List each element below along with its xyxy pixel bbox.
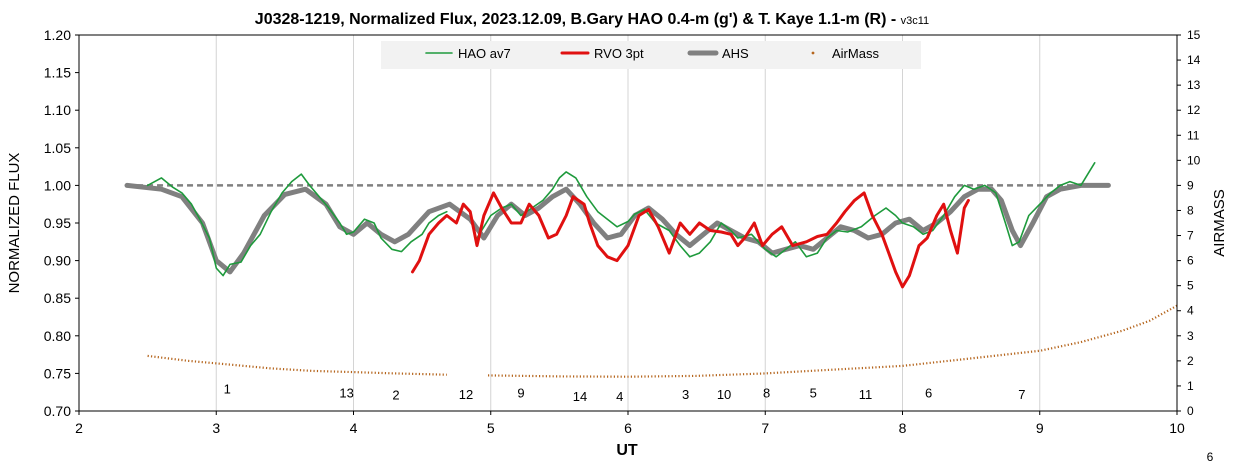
annotations: 1 13 2 12 9 14 4 3 10 8 5 11 6 7: [224, 382, 1026, 405]
annotation-label: 4: [616, 389, 623, 404]
x-tick-label: 10: [1169, 420, 1185, 436]
x-tick-label: 3: [212, 420, 220, 436]
x-tick-label: 2: [75, 420, 83, 436]
y2-axis-label: AIRMASS: [1211, 189, 1228, 257]
legend: HAO av7 RVO 3pt AHS AirMass: [381, 41, 921, 69]
annotation-label: 1: [224, 382, 231, 397]
x-axis-label: UT: [616, 442, 638, 459]
x-tick-label: 4: [350, 420, 358, 436]
legend-label: HAO av7: [458, 46, 511, 61]
y-tick-label: 0.75: [44, 365, 71, 381]
annotation-label: 13: [339, 385, 353, 400]
x-tick-label: 8: [899, 420, 907, 436]
airmass-series-2: [487, 304, 1178, 378]
y2-tick-label: 10: [1187, 153, 1201, 167]
y-axis-ticks: 0.70 0.75 0.80 0.85 0.90 0.95 1.00 1.05 1.10 1.15…: [44, 27, 79, 419]
legend-swatch: [811, 51, 815, 55]
page-number: 6: [1207, 450, 1214, 464]
y-tick-label: 1.15: [44, 65, 71, 81]
y2-tick-label: 12: [1187, 103, 1201, 117]
annotation-label: 7: [1018, 387, 1025, 402]
y2-tick-label: 13: [1187, 78, 1201, 92]
airmass-series-1: [147, 354, 447, 376]
legend-box: [381, 41, 921, 69]
y2-tick-label: 14: [1187, 53, 1201, 67]
y2-tick-label: 5: [1187, 279, 1194, 293]
annotation-label: 3: [682, 387, 689, 402]
y2-tick-label: 2: [1187, 354, 1194, 368]
y2-tick-label: 15: [1187, 28, 1201, 42]
annotation-label: 6: [925, 385, 932, 400]
annotation-label: 8: [763, 385, 770, 400]
y2-tick-label: 7: [1187, 229, 1194, 243]
y-tick-label: 0.80: [44, 328, 71, 344]
series-layer: [124, 162, 1178, 378]
annotation-label: 9: [517, 385, 524, 400]
x-tick-label: 7: [761, 420, 769, 436]
y2-tick-label: 0: [1187, 404, 1194, 418]
annotation-label: 14: [573, 389, 587, 404]
legend-label: RVO 3pt: [594, 46, 644, 61]
series-line-hao-av7-2: [476, 162, 1096, 258]
chart-version: v3c11: [901, 15, 930, 27]
legend-label: AirMass: [832, 46, 879, 61]
x-tick-label: 9: [1036, 420, 1044, 436]
annotation-label: 10: [717, 387, 731, 402]
y2-tick-label: 4: [1187, 304, 1194, 318]
y2-tick-label: 3: [1187, 329, 1194, 343]
y-tick-label: 0.85: [44, 290, 71, 306]
y2-tick-label: 8: [1187, 203, 1194, 217]
y2-tick-label: 1: [1187, 379, 1194, 393]
x-tick-label: 6: [624, 420, 632, 436]
chart-title: J0328-1219, Normalized Flux, 2023.12.09,…: [255, 11, 929, 28]
series-line-ahs-1: [124, 182, 1111, 275]
y-tick-label: 1.05: [44, 140, 71, 156]
y2-tick-label: 9: [1187, 178, 1194, 192]
legend-label: AHS: [722, 46, 749, 61]
y2-tick-label: 11: [1187, 128, 1200, 142]
annotation-label: 5: [810, 385, 817, 400]
annotation-label: 12: [459, 387, 473, 402]
y-tick-label: 0.70: [44, 403, 71, 419]
annotation-label: 11: [859, 387, 873, 402]
x-axis-ticks: 2 3 4 5 6 7 8 9 10: [75, 411, 1185, 436]
y2-tick-label: 6: [1187, 254, 1194, 268]
y-tick-label: 1.20: [44, 27, 71, 43]
y-tick-label: 1.10: [44, 102, 71, 118]
y-axis-label: NORMALIZED FLUX: [6, 153, 23, 294]
legend-items: HAO av7 RVO 3pt AHS AirMass: [425, 46, 879, 61]
x-tick-label: 5: [487, 420, 495, 436]
annotation-label: 2: [392, 388, 399, 403]
series-line-hao-av7-1: [146, 173, 448, 277]
y-tick-label: 0.90: [44, 253, 71, 269]
y-tick-label: 0.95: [44, 215, 71, 231]
y-tick-label: 1.00: [44, 177, 71, 193]
series-line-rvo-3pt-1: [411, 191, 970, 289]
